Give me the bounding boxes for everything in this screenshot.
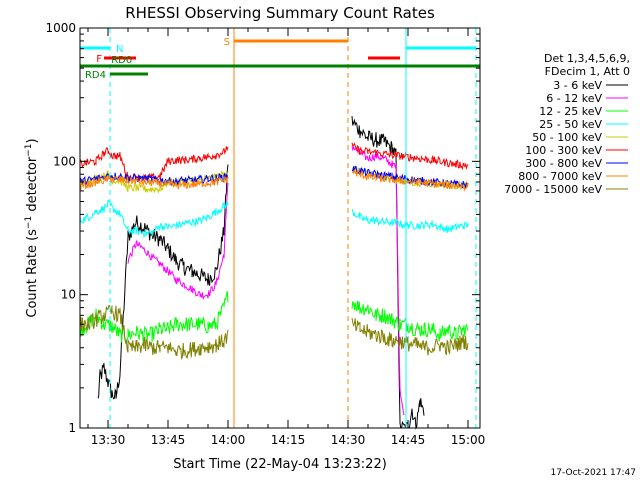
x-tick-label: 15:00: [451, 433, 486, 447]
x-tick-label: 14:15: [271, 433, 306, 447]
legend-header-line: Det 1,3,4,5,6,9,: [544, 52, 630, 65]
series-line: [79, 169, 469, 192]
flag-label-s: S: [224, 37, 230, 48]
series-line: [79, 304, 469, 361]
generation-timestamp: 17-Oct-2021 17:47: [551, 468, 636, 478]
series-7-trace: [79, 169, 469, 192]
series-line: [79, 142, 469, 184]
flag-label-rd0: RD0: [111, 55, 132, 66]
x-tick-label: 14:45: [391, 433, 426, 447]
y-tick-label: 100: [53, 154, 76, 168]
axes: 13:30 13:45 14:00 14:15 14:30 14:45 15:00 1 10 10…: [45, 21, 485, 447]
legend-entry-label: 12 - 25 keV: [539, 105, 602, 118]
legend-entry-label: 7000 - 15000 keV: [504, 183, 602, 196]
series-line: [97, 116, 425, 430]
y-axis-label: Count Rate (s−1 detector−1): [24, 138, 40, 317]
legend-entry-label: 25 - 50 keV: [539, 118, 602, 131]
series-5-trace: [79, 142, 469, 184]
series-line: [79, 199, 469, 239]
y-axis-label-main: Count Rate (s: [25, 229, 40, 318]
y-tick-label: 1: [68, 421, 76, 435]
plot-frame: [79, 27, 481, 429]
series-line: [127, 145, 405, 416]
y-tick-label: 1000: [45, 21, 76, 35]
x-axis-label: Start Time (22-May-04 13:23:22): [173, 457, 387, 472]
y-axis-label-mid: detector: [25, 156, 40, 216]
y-axis-label-sup-2: −1: [24, 143, 34, 156]
legend-entry-label: 800 - 7000 keV: [518, 170, 602, 183]
series-8-trace: [79, 304, 469, 361]
series-1-trace: [127, 145, 405, 416]
plot-area: N S F RD0 RD4: [79, 28, 480, 430]
legend-entry-label: 50 - 100 keV: [532, 131, 602, 144]
flag-label-f: F: [96, 54, 102, 65]
x-tick-label: 14:00: [211, 433, 246, 447]
series-2-trace: [79, 290, 469, 343]
series-3-trace: [79, 199, 469, 239]
y-axis-label-end: ): [25, 138, 40, 143]
x-tick-label: 13:30: [91, 433, 126, 447]
legend: Det 1,3,4,5,6,9,FDecim 1, Att 03 - 6 keV…: [504, 52, 630, 196]
flag-label-n: N: [116, 44, 123, 55]
series-0-trace: [97, 116, 425, 430]
chart-title: RHESSI Observing Summary Count Rates: [125, 4, 435, 22]
x-tick-label: 14:30: [331, 433, 366, 447]
legend-entry-label: 100 - 300 keV: [525, 144, 602, 157]
legend-entry-label: 3 - 6 keV: [553, 79, 602, 92]
series-line: [79, 290, 469, 343]
flag-label-rd4: RD4: [85, 70, 106, 81]
x-tick-label: 13:45: [151, 433, 186, 447]
legend-header-line: FDecim 1, Att 0: [545, 65, 630, 78]
legend-entry-label: 6 - 12 keV: [546, 92, 602, 105]
legend-entry-label: 300 - 800 keV: [525, 157, 602, 170]
y-tick-label: 10: [61, 288, 76, 302]
y-axis-label-sup-1: −1: [24, 216, 34, 229]
